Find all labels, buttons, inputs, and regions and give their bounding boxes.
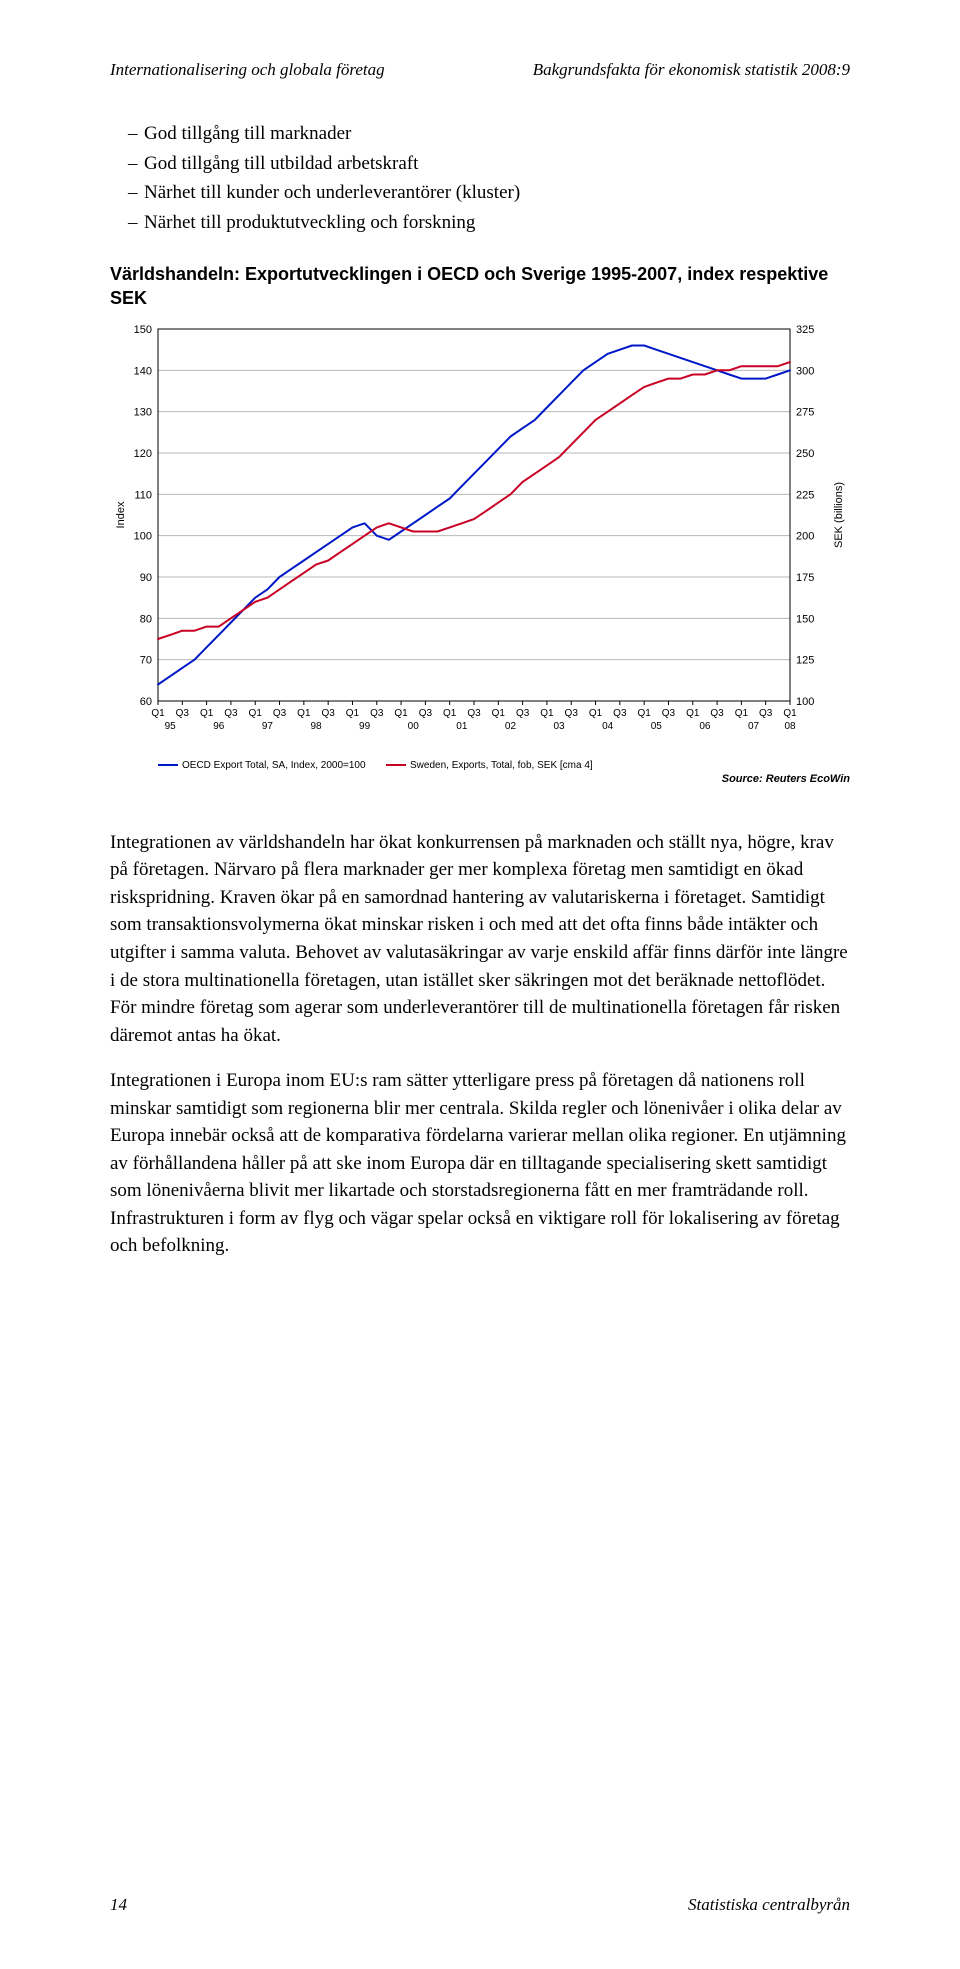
svg-text:60: 60 — [140, 696, 152, 708]
svg-text:125: 125 — [796, 654, 814, 666]
svg-text:06: 06 — [699, 721, 711, 732]
bullet-item: Närhet till kunder och underleverantörer… — [128, 179, 850, 207]
svg-text:08: 08 — [784, 721, 796, 732]
svg-text:Q3: Q3 — [759, 708, 773, 719]
svg-text:Q1: Q1 — [783, 708, 797, 719]
svg-text:130: 130 — [134, 406, 152, 418]
svg-text:175: 175 — [796, 572, 814, 584]
svg-text:Index: Index — [115, 501, 127, 528]
svg-text:Q1: Q1 — [394, 708, 408, 719]
svg-text:80: 80 — [140, 613, 152, 625]
svg-text:Q1: Q1 — [492, 708, 506, 719]
svg-text:Q1: Q1 — [200, 708, 214, 719]
chart-title: Världshandeln: Exportutvecklingen i OECD… — [110, 262, 850, 311]
svg-text:Q3: Q3 — [370, 708, 384, 719]
svg-text:OECD Export Total, SA, Index,: OECD Export Total, SA, Index, 2000=100 — [182, 760, 366, 771]
bullet-list: God tillgång till marknader God tillgång… — [128, 120, 850, 236]
svg-text:110: 110 — [134, 489, 152, 501]
bullet-item: God tillgång till utbildad arbetskraft — [128, 150, 850, 178]
paragraph: Integrationen i Europa inom EU:s ram sät… — [110, 1067, 850, 1260]
svg-text:99: 99 — [359, 721, 371, 732]
svg-text:Q3: Q3 — [662, 708, 676, 719]
body-text: Integrationen av världshandeln har ökat … — [110, 829, 850, 1260]
svg-text:Q3: Q3 — [613, 708, 627, 719]
svg-text:Q3: Q3 — [710, 708, 724, 719]
bullet-item: God tillgång till marknader — [128, 120, 850, 148]
paragraph: Integrationen av världshandeln har ökat … — [110, 829, 850, 1049]
chart-source: Source: Reuters EcoWin — [110, 773, 850, 785]
running-head: Internationalisering och globala företag… — [110, 60, 850, 80]
svg-text:90: 90 — [140, 572, 152, 584]
export-chart: 60 70 80 90 100 110 120 130 140 150 100 125 150 175 20… — [110, 321, 850, 751]
svg-text:Q1: Q1 — [540, 708, 554, 719]
svg-text:Q1: Q1 — [686, 708, 700, 719]
footer-page-number: 14 — [110, 1895, 127, 1915]
svg-text:02: 02 — [505, 721, 517, 732]
footer-publisher: Statistiska centralbyrån — [688, 1895, 850, 1915]
svg-text:300: 300 — [796, 365, 814, 377]
svg-text:Q1: Q1 — [589, 708, 603, 719]
svg-text:70: 70 — [140, 654, 152, 666]
svg-text:05: 05 — [651, 721, 663, 732]
svg-text:Q3: Q3 — [419, 708, 433, 719]
svg-text:Q3: Q3 — [224, 708, 238, 719]
chart-legend: OECD Export Total, SA, Index, 2000=100 Sw… — [110, 757, 850, 773]
svg-text:120: 120 — [134, 448, 152, 460]
svg-text:Q3: Q3 — [565, 708, 579, 719]
running-head-left: Internationalisering och globala företag — [110, 60, 385, 80]
svg-text:150: 150 — [796, 613, 814, 625]
svg-text:SEK (billions): SEK (billions) — [833, 482, 845, 548]
svg-text:275: 275 — [796, 406, 814, 418]
svg-text:Q3: Q3 — [321, 708, 335, 719]
svg-text:07: 07 — [748, 721, 760, 732]
svg-text:Q1: Q1 — [443, 708, 457, 719]
page-footer: 14 Statistiska centralbyrån — [110, 1895, 850, 1915]
svg-text:225: 225 — [796, 489, 814, 501]
svg-text:Q3: Q3 — [176, 708, 190, 719]
svg-text:97: 97 — [262, 721, 274, 732]
svg-text:01: 01 — [456, 721, 468, 732]
svg-text:Sweden, Exports, Total, fob, S: Sweden, Exports, Total, fob, SEK [cma 4] — [410, 760, 593, 771]
svg-text:95: 95 — [165, 721, 177, 732]
svg-text:00: 00 — [408, 721, 420, 732]
svg-text:Q1: Q1 — [735, 708, 749, 719]
svg-text:Q3: Q3 — [516, 708, 530, 719]
svg-text:Q3: Q3 — [273, 708, 287, 719]
svg-text:Q1: Q1 — [637, 708, 651, 719]
svg-text:Q1: Q1 — [346, 708, 360, 719]
svg-text:98: 98 — [310, 721, 322, 732]
svg-text:Q3: Q3 — [467, 708, 481, 719]
svg-text:325: 325 — [796, 324, 814, 336]
svg-text:96: 96 — [213, 721, 225, 732]
svg-text:04: 04 — [602, 721, 614, 732]
svg-text:03: 03 — [554, 721, 566, 732]
svg-text:Q1: Q1 — [151, 708, 165, 719]
svg-text:140: 140 — [134, 365, 152, 377]
svg-text:150: 150 — [134, 324, 152, 336]
svg-text:100: 100 — [796, 696, 814, 708]
chart-svg: 60 70 80 90 100 110 120 130 140 150 100 125 150 175 20… — [110, 321, 850, 751]
svg-text:100: 100 — [134, 530, 152, 542]
svg-text:250: 250 — [796, 448, 814, 460]
svg-text:Q1: Q1 — [249, 708, 263, 719]
legend-svg: OECD Export Total, SA, Index, 2000=100 Sw… — [110, 757, 850, 773]
running-head-right: Bakgrundsfakta för ekonomisk statistik 2… — [533, 60, 850, 80]
svg-text:200: 200 — [796, 530, 814, 542]
svg-text:Q1: Q1 — [297, 708, 311, 719]
bullet-item: Närhet till produktutveckling och forskn… — [128, 209, 850, 237]
